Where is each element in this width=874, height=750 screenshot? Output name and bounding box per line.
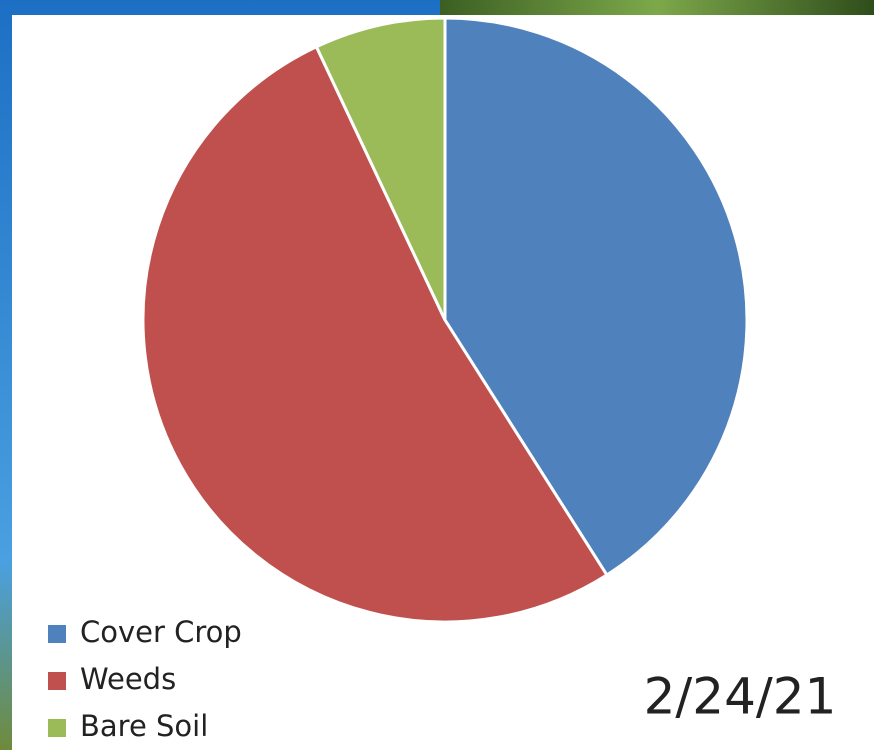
background-grass [440,0,874,16]
date-annotation: 2/24/21 [644,668,837,726]
legend-label: Weeds [80,662,176,696]
legend-label: Cover Crop [80,615,242,649]
legend-swatch [48,625,66,643]
pie-slice [443,16,749,578]
legend-swatch [48,672,66,690]
pie-slice [141,44,609,624]
legend-label: Bare Soil [80,709,208,743]
legend-swatch [48,719,66,737]
pie-slice [314,16,447,321]
